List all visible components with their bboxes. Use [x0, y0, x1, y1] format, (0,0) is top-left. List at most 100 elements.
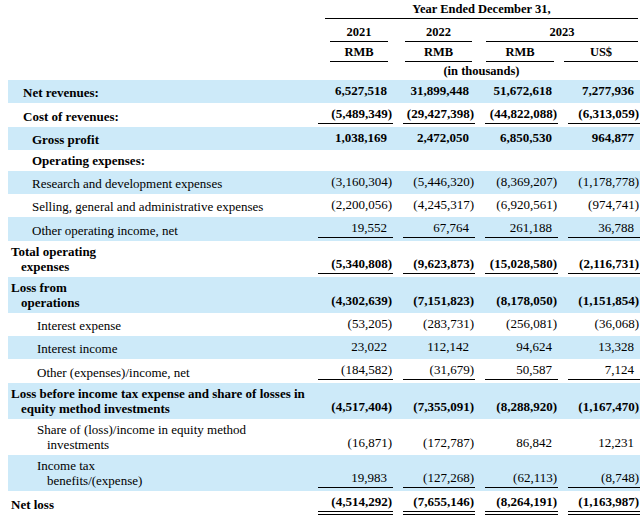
value-cell-2023-usd: (8,748): [558, 455, 640, 491]
col-header-currency-rmb-2021: RMB: [330, 45, 388, 62]
row-label: Interest income: [8, 336, 308, 359]
value-cell-2023-rmb: (44,822,088): [475, 103, 558, 127]
value-cell-2023-usd: (974,741): [558, 194, 640, 217]
row-label: Research and development expenses: [8, 171, 308, 194]
value-cell-2023-rmb: (6,920,561): [475, 194, 558, 217]
value-cell-2021: 6,527,518: [308, 80, 393, 103]
value-cell-2023-rmb: 94,624: [475, 336, 558, 359]
row-label: Interest expense: [8, 313, 308, 336]
value-cell-2021: 19,552: [308, 217, 393, 241]
value-cell-2022: (4,245,317): [393, 194, 475, 217]
value-cell-2023-usd: (36,068): [558, 313, 640, 336]
table-row-research-development: Research and development expenses (3,160…: [8, 171, 640, 194]
value-cell-2022: (5,446,320): [393, 171, 475, 194]
value-cell-2021: (53,205): [308, 313, 393, 336]
value-cell-2023-usd: (2,116,731): [558, 241, 640, 277]
col-header-currency-usd-2023: US$: [564, 45, 638, 62]
units-note: (in thousands): [325, 64, 638, 78]
value-cell-2021: (5,489,349): [308, 103, 393, 127]
value-cell-2023-usd: (1,163,987): [558, 491, 640, 517]
table-row-interest-expense: Interest expense (53,205) (283,731) (256…: [8, 313, 640, 336]
value-cell-2023-rmb: (256,081): [475, 313, 558, 336]
value-cell-2023-usd: 13,328: [558, 336, 640, 359]
row-label: Other (expenses)/income, net: [8, 359, 308, 383]
value-cell-2023-usd: (1,178,778): [558, 171, 640, 194]
table-row-cost-of-revenues: Cost of revenues: (5,489,349) (29,427,39…: [8, 103, 640, 127]
value-cell-2022: 67,764: [393, 217, 475, 241]
value-cell-2022: (7,151,823): [393, 277, 475, 313]
value-cell-2022: (127,268): [393, 455, 475, 491]
income-statement-table: Net revenues: 6,527,518 31,899,448 51,67…: [8, 80, 640, 517]
table-row-loss-from-operations: Loss fromoperations (4,302,639) (7,151,8…: [8, 277, 640, 313]
value-cell-2023-rmb: 6,850,530: [475, 127, 558, 150]
value-cell-2023-usd: 7,124: [558, 359, 640, 383]
value-cell-2023-rmb: (15,028,580): [475, 241, 558, 277]
col-header-currency-rmb-2022: RMB: [405, 45, 472, 62]
row-label-continuation: benefits/(expense): [47, 473, 308, 488]
value-cell-2022: (7,355,091): [393, 383, 475, 419]
value-cell-2023-rmb: (8,369,207): [475, 171, 558, 194]
value-cell-2022: (9,623,873): [393, 241, 475, 277]
value-cell-2021: (2,200,056): [308, 194, 393, 217]
row-label: Loss fromoperations: [8, 277, 308, 313]
col-header-year-2023: 2023: [486, 25, 638, 42]
table-row-interest-income: Interest income 23,022 112,142 94,624 13…: [8, 336, 640, 359]
value-cell-2022: (172,787): [393, 419, 475, 455]
row-label: Net loss: [8, 491, 308, 517]
row-label-continuation: investments: [47, 437, 308, 452]
value-cell-2023-rmb: (62,113): [475, 455, 558, 491]
value-cell-2021: (184,582): [308, 359, 393, 383]
value-cell-2021: (3,160,304): [308, 171, 393, 194]
table-header: Year Ended December 31, 2021 2022 2023 R…: [0, 0, 640, 80]
table-row-income-tax-benefits: Income taxbenefits/(expense) 19,983 (127…: [8, 455, 640, 491]
value-cell-2023-usd: 36,788: [558, 217, 640, 241]
header-title: Year Ended December 31,: [325, 2, 638, 19]
value-cell-2023-usd: (1,151,854): [558, 277, 640, 313]
value-cell-2023-rmb: 51,672,618: [475, 80, 558, 103]
table-row-gross-profit: Gross profit 1,038,169 2,472,050 6,850,5…: [8, 127, 640, 150]
value-cell-2022: (29,427,398): [393, 103, 475, 127]
table-row-operating-expenses-heading: Operating expenses:: [8, 150, 640, 171]
value-cell-2021: (4,517,404): [308, 383, 393, 419]
table-row-other-operating-income: Other operating income, net 19,552 67,76…: [8, 217, 640, 241]
value-cell-2021: 19,983: [308, 455, 393, 491]
row-label: Operating expenses:: [8, 150, 308, 171]
value-cell-2022: 2,472,050: [393, 127, 475, 150]
value-cell-2023-usd: 964,877: [558, 127, 640, 150]
table-row-total-operating-expenses: Total operatingexpenses (5,340,808) (9,6…: [8, 241, 640, 277]
value-cell-2023-rmb: (8,288,920): [475, 383, 558, 419]
table-row-sga-expenses: Selling, general and administrative expe…: [8, 194, 640, 217]
row-label: Cost of revenues:: [8, 103, 308, 127]
row-label: Loss before income tax expense and share…: [8, 383, 308, 419]
row-label: Income taxbenefits/(expense): [8, 455, 308, 491]
table-row-net-revenues: Net revenues: 6,527,518 31,899,448 51,67…: [8, 80, 640, 103]
value-cell-2021: (16,871): [308, 419, 393, 455]
table-row-other-expenses-income: Other (expenses)/income, net (184,582) (…: [8, 359, 640, 383]
value-cell-2023-usd: (1,167,470): [558, 383, 640, 419]
value-cell-2023-usd: 12,231: [558, 419, 640, 455]
row-label-continuation: expenses: [21, 259, 308, 274]
value-cell-2021: (5,340,808): [308, 241, 393, 277]
table-row-net-loss: Net loss (4,514,292) (7,655,146) (8,264,…: [8, 491, 640, 517]
value-cell-2023-rmb: 50,587: [475, 359, 558, 383]
value-cell-2023-rmb: (8,178,050): [475, 277, 558, 313]
row-label: Other operating income, net: [8, 217, 308, 241]
row-label: Gross profit: [8, 127, 308, 150]
row-label: Selling, general and administrative expe…: [8, 194, 308, 217]
row-label: Share of (loss)/income in equity methodi…: [8, 419, 308, 455]
row-label-continuation: operations: [21, 295, 308, 310]
value-cell-2022: (31,679): [393, 359, 475, 383]
value-cell-2023-usd: 7,277,936: [558, 80, 640, 103]
value-cell-2023-rmb: 261,188: [475, 217, 558, 241]
col-header-year-2022: 2022: [405, 25, 472, 42]
col-header-year-2021: 2021: [330, 25, 388, 42]
value-cell-2022: 112,142: [393, 336, 475, 359]
value-cell-2021: 23,022: [308, 336, 393, 359]
table-row-loss-before-income-tax: Loss before income tax expense and share…: [8, 383, 640, 419]
value-cell-2021: (4,302,639): [308, 277, 393, 313]
value-cell-2021: (4,514,292): [308, 491, 393, 517]
value-cell-2021: 1,038,169: [308, 127, 393, 150]
value-cell-2023-usd: (6,313,059): [558, 103, 640, 127]
row-label: Net revenues:: [8, 80, 308, 103]
row-label: Total operatingexpenses: [8, 241, 308, 277]
